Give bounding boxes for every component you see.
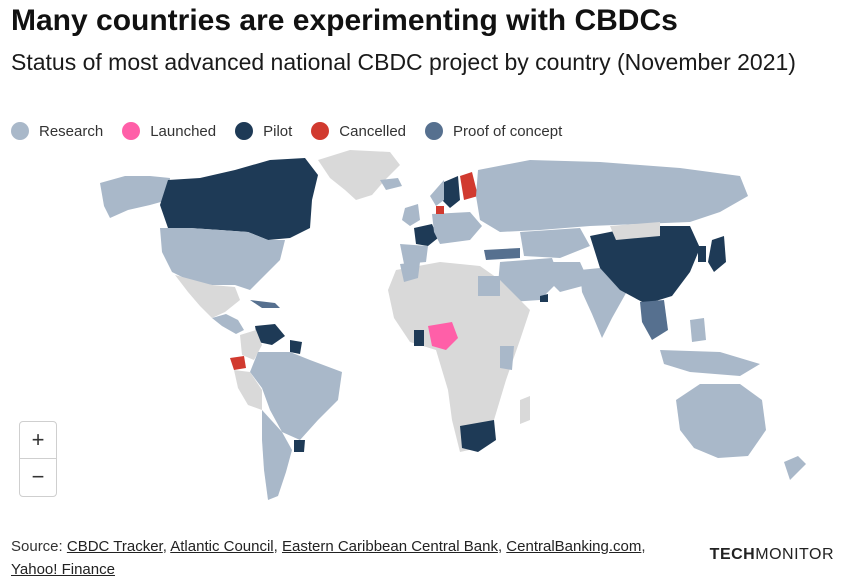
country-morocco[interactable] [400, 262, 420, 282]
region-east-africa[interactable] [500, 346, 514, 370]
country-uruguay[interactable] [294, 440, 305, 452]
country-peru[interactable] [234, 370, 262, 410]
country-finland[interactable] [460, 172, 478, 200]
source-link-atlantic-council[interactable]: Atlantic Council [170, 538, 274, 555]
country-china[interactable] [590, 226, 700, 304]
legend-item-proof-of-concept[interactable]: Proof of concept [425, 122, 562, 140]
brand-logo: TECHMONITOR [710, 546, 834, 564]
region-caribbean[interactable] [250, 300, 280, 308]
legend-label-proof-of-concept: Proof of concept [453, 122, 563, 140]
source-link-centralbanking[interactable]: CentralBanking.com [506, 538, 642, 555]
country-sweden[interactable] [442, 176, 460, 208]
country-egypt[interactable] [478, 276, 500, 296]
country-guyana[interactable] [290, 340, 302, 354]
chart-title: Many countries are experimenting with CB… [11, 4, 678, 37]
legend-swatch-cancelled [311, 122, 330, 140]
country-nigeria[interactable] [428, 322, 458, 350]
country-usa[interactable] [160, 228, 285, 290]
region-africa[interactable] [388, 262, 530, 452]
country-south-africa[interactable] [460, 420, 496, 452]
country-uae[interactable] [540, 294, 548, 302]
country-mexico[interactable] [175, 275, 240, 318]
country-norway[interactable] [430, 180, 444, 206]
zoom-control: + − [19, 421, 57, 497]
legend-item-pilot[interactable]: Pilot [235, 122, 292, 140]
country-new-zealand[interactable] [784, 456, 806, 480]
country-canada[interactable] [160, 158, 318, 240]
source-prefix: Source: [11, 538, 67, 555]
country-russia[interactable] [476, 160, 748, 232]
zoom-out-button[interactable]: − [31, 464, 45, 489]
legend-item-research[interactable]: Research [11, 122, 103, 140]
region-central-europe[interactable] [432, 212, 482, 244]
legend-swatch-proof-of-concept [425, 122, 444, 140]
legend-swatch-launched [122, 122, 141, 140]
source-link-eccb[interactable]: Eastern Caribbean Central Bank [281, 538, 498, 555]
legend-item-cancelled[interactable]: Cancelled [311, 122, 406, 140]
legend-label-research: Research [39, 122, 104, 140]
country-japan[interactable] [708, 236, 726, 272]
source-link-yahoo-finance[interactable]: Yahoo! Finance [11, 561, 115, 578]
country-spain[interactable] [400, 244, 428, 264]
country-australia[interactable] [676, 384, 766, 458]
country-ecuador[interactable] [230, 356, 246, 370]
country-brazil[interactable] [250, 352, 342, 440]
country-south-korea[interactable] [698, 246, 706, 262]
legend-label-launched: Launched [150, 122, 217, 140]
legend-item-launched[interactable]: Launched [122, 122, 216, 140]
country-argentina[interactable] [262, 410, 292, 500]
zoom-in-button[interactable]: + [20, 422, 56, 459]
brand-part1: TECH [709, 546, 756, 563]
chart-subtitle: Status of most advanced national CBDC pr… [11, 49, 796, 75]
source-note: Source: CBDC Tracker, Atlantic Council, … [11, 538, 646, 578]
legend-swatch-research [11, 122, 29, 140]
country-alaska-usa[interactable] [100, 176, 170, 218]
legend-swatch-pilot [235, 122, 254, 140]
country-mongolia[interactable] [610, 222, 660, 240]
country-turkey[interactable] [484, 248, 520, 260]
country-france[interactable] [414, 224, 438, 246]
country-ghana[interactable] [414, 330, 424, 346]
region-southeast-asia[interactable] [640, 300, 668, 340]
legend-label-pilot: Pilot [263, 122, 293, 140]
region-central-america[interactable] [212, 314, 244, 334]
country-madagascar[interactable] [520, 396, 530, 424]
country-uk[interactable] [402, 204, 420, 226]
brand-part2: MONITOR [755, 546, 834, 563]
source-link-cbdc-tracker[interactable]: CBDC Tracker [66, 538, 163, 555]
region-central-asia[interactable] [520, 228, 590, 258]
region-greenland[interactable] [318, 150, 400, 200]
country-iceland[interactable] [380, 178, 402, 190]
region-iran-pakistan[interactable] [540, 262, 590, 292]
world-map[interactable] [0, 146, 848, 526]
country-indonesia[interactable] [660, 350, 760, 376]
country-colombia[interactable] [240, 330, 262, 360]
country-venezuela[interactable] [255, 324, 285, 345]
country-philippines[interactable] [690, 318, 706, 342]
legend-label-cancelled: Cancelled [339, 122, 407, 140]
legend: Research Launched Pilot Cancelled Proof … [11, 122, 581, 140]
country-denmark[interactable] [436, 206, 444, 214]
